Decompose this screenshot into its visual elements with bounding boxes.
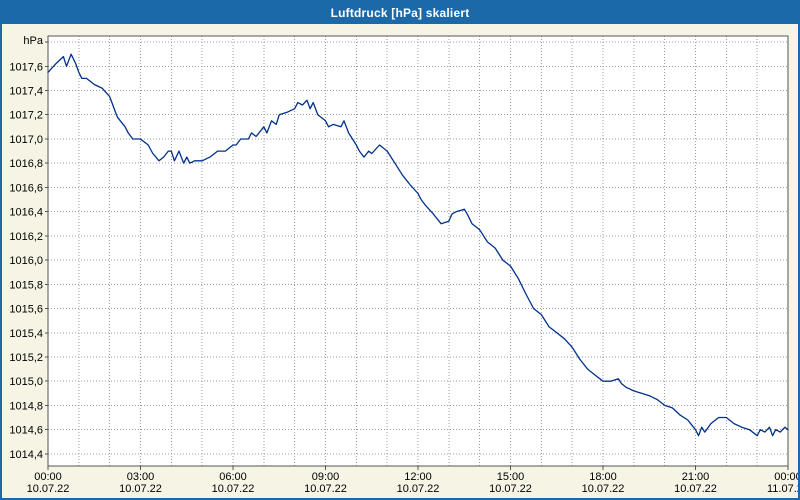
x-axis-time-label: 00:00 xyxy=(774,471,798,483)
x-axis-time-label: 21:00 xyxy=(682,471,710,483)
y-axis-label: 1015,0 xyxy=(9,376,43,388)
x-axis-time-label: 03:00 xyxy=(127,471,155,483)
y-axis-label: 1014,6 xyxy=(9,425,43,437)
y-axis-label: 1017,2 xyxy=(9,110,43,122)
y-axis-unit: hPa xyxy=(23,35,43,47)
x-axis-time-label: 12:00 xyxy=(404,471,432,483)
y-axis-label: 1015,4 xyxy=(9,328,43,340)
y-axis-label: 1017,6 xyxy=(9,61,43,73)
x-axis-date-label: 10.07.22 xyxy=(582,483,625,495)
x-axis-date-label: 10.07.22 xyxy=(119,483,162,495)
pressure-line xyxy=(47,53,789,437)
x-axis-date-label: 10.07.22 xyxy=(674,483,717,495)
x-axis-time-label: 06:00 xyxy=(219,471,247,483)
y-axis-label: 1015,8 xyxy=(9,279,43,291)
y-axis-label: 1014,4 xyxy=(9,449,43,461)
y-axis-label: 1015,6 xyxy=(9,304,43,316)
y-axis-label: 1015,2 xyxy=(9,352,43,364)
y-axis-label: 1016,4 xyxy=(9,207,43,219)
y-axis-label: 1014,8 xyxy=(9,400,43,412)
x-axis-time-label: 00:00 xyxy=(34,471,62,483)
x-axis-date-label: 10.07.22 xyxy=(304,483,347,495)
y-axis-label: 1016,8 xyxy=(9,158,43,170)
x-axis-date-label: 10.07.22 xyxy=(27,483,70,495)
plot-border xyxy=(47,35,789,467)
x-axis-time-label: 18:00 xyxy=(589,471,617,483)
y-axis-label: 1016,2 xyxy=(9,231,43,243)
y-axis-label: 1016,6 xyxy=(9,182,43,194)
y-axis-label: 1017,4 xyxy=(9,86,43,98)
window-title: Luftdruck [hPa] skaliert xyxy=(330,6,470,20)
x-axis-time-label: 15:00 xyxy=(497,471,525,483)
chart-area: 1014,4 1014,6 1014,8 1015,0 1015,2 1015,4 1015… xyxy=(2,24,798,498)
plot-area xyxy=(48,36,788,466)
titlebar: Luftdruck [hPa] skaliert xyxy=(2,2,798,24)
x-axis-time-label: 09:00 xyxy=(312,471,340,483)
x-axis-date-label: 10.07.22 xyxy=(212,483,255,495)
x-axis-date-label: 11.07.22 xyxy=(767,483,798,495)
y-axis-label: 1016,0 xyxy=(9,255,43,267)
pressure-chart: 1014,4 1014,6 1014,8 1015,0 1015,2 1015,4 1015… xyxy=(9,35,798,495)
x-axis-date-label: 10.07.22 xyxy=(489,483,532,495)
y-axis-label: 1017,0 xyxy=(9,134,43,146)
x-axis-date-label: 10.07.22 xyxy=(397,483,440,495)
